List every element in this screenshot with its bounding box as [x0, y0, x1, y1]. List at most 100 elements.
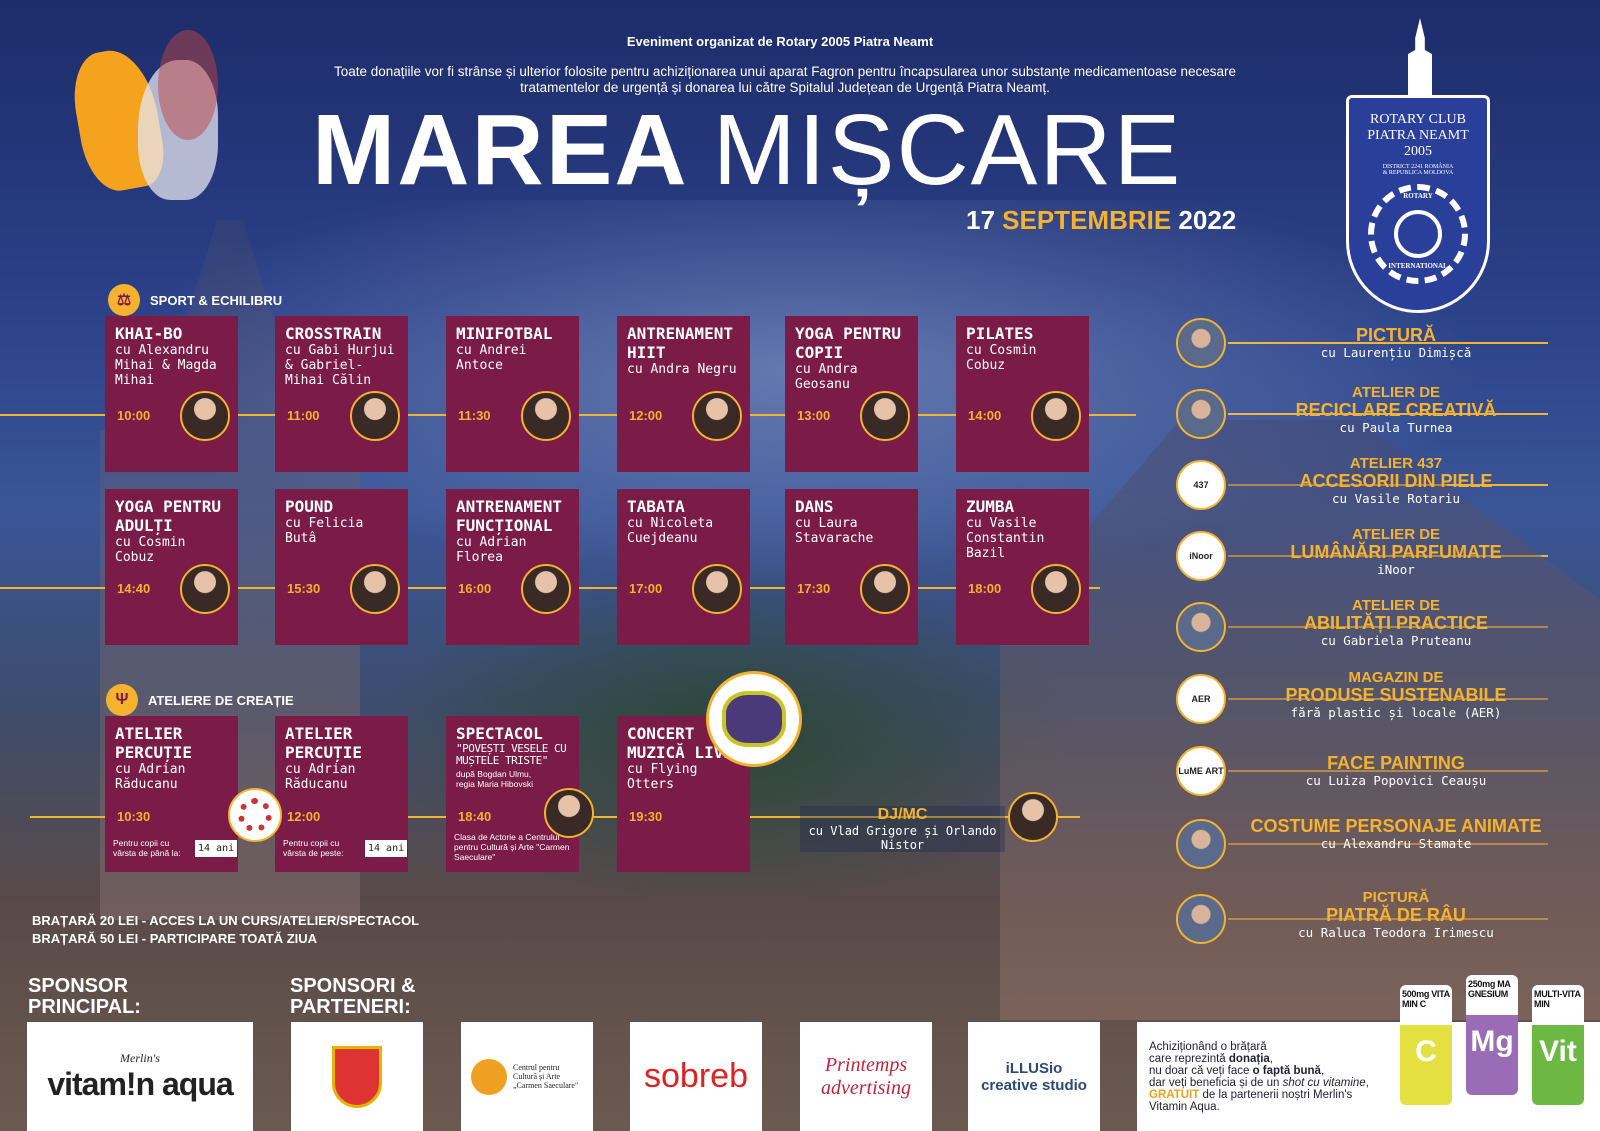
card-instructor: cu Cosmin Cobuz — [966, 343, 1037, 373]
sport-card[interactable]: DANS cu Laura Stavarache 17:30 — [785, 489, 918, 645]
card-time: 10:00 — [117, 408, 151, 423]
card-instructor: cu Cosmin Cobuz — [115, 535, 186, 565]
activity-logo — [1176, 389, 1226, 439]
sport-card[interactable]: POUND cu Felicia Butâ 15:30 — [275, 489, 408, 645]
card-title: PILATES — [966, 324, 1034, 343]
activity-logo: 437 — [1176, 460, 1226, 510]
sport-card[interactable]: KHAI-BO cu Alexandru Mihai & Magda Mihai 1… — [105, 316, 238, 472]
rotary-ring-top: ROTARY — [1403, 192, 1433, 200]
instructor-avatar — [350, 391, 400, 441]
activity-title: RECICLARE CREATIVĂ — [1295, 400, 1497, 420]
date-month: SEPTEMBRIE — [1002, 205, 1172, 235]
atelier-card[interactable]: ATELIER PERCUȚIE cu Adrian Răducanu 10:30 P… — [105, 716, 238, 872]
activity-host: cu Luiza Popovici Ceaușu — [1305, 773, 1487, 788]
activity-item[interactable]: COSTUME PERSONAJE ANIMATE cu Alexandru St… — [1176, 815, 1576, 875]
instructor-avatar — [692, 391, 742, 441]
activity-item[interactable]: PICTURĂ PIATRĂ DE RÂU cu Raluca Teodora Ir… — [1176, 890, 1576, 950]
date-day: 17 — [966, 205, 995, 235]
instructor-avatar — [180, 564, 230, 614]
card-subtitle: "POVEȘTI VESELE CU MUȘTELE TRISTE" — [456, 742, 567, 767]
workshop-icon: Ψ — [106, 684, 138, 716]
can-symbol: Vit — [1532, 1025, 1584, 1105]
sport-card[interactable]: CROSSTRAIN cu Gabi Hurjui & Gabriel-Mihai… — [275, 316, 408, 472]
activity-title-top: ATELIER DE — [1351, 384, 1441, 401]
can-symbol: Mg — [1466, 1015, 1518, 1095]
section-sport: ⚖ SPORT & ECHILIBRU — [108, 284, 282, 316]
rotary-line5: & REPUBLICA MOLDOVA — [1382, 170, 1454, 176]
card-title: ATELIER PERCUȚIE — [285, 724, 363, 762]
activity-text: ATELIER DE LUMÂNĂRI PARFUMATE iNoor — [1236, 527, 1556, 578]
piatra-neamt-crest-logo[interactable] — [291, 1022, 423, 1131]
performer-avatar — [544, 788, 594, 838]
activity-item[interactable]: 437 ATELIER 437 ACCESORII DIN PIELE cu Vasi… — [1176, 456, 1576, 516]
organizer-text: Eveniment organizat de Rotary 2005 Piatr… — [626, 34, 934, 49]
activity-title-top: MAGAZIN DE — [1348, 669, 1444, 686]
activity-host: cu Alexandru Stamate — [1320, 836, 1472, 851]
brand-main: vitam!n aqua — [47, 1065, 233, 1102]
card-subtitle: cu Adrian Răducanu — [115, 762, 186, 792]
vitamin-can: 500mg VITAMIN C C — [1400, 985, 1452, 1105]
atelier-card[interactable]: SPECTACOL "POVEȘTI VESELE CU MUȘTELE TRIS… — [446, 716, 594, 872]
soreb-logo[interactable]: sobreb — [630, 1022, 762, 1131]
activity-text: ATELIER DE ABILITĂȚI PRACTICE cu Gabriela … — [1236, 598, 1556, 649]
sport-card[interactable]: TABATA cu Nicoleta Cuejdeanu 17:00 — [617, 489, 750, 645]
age-badge: 14 ani — [365, 840, 408, 857]
activity-host: cu Laurențiu Dimișcă — [1320, 345, 1472, 360]
atelier-card[interactable]: ATELIER PERCUȚIE cu Adrian Răducanu 12:00 P… — [275, 716, 408, 872]
activity-title: PICTURĂ — [1356, 325, 1436, 345]
activity-item[interactable]: ATELIER DE RECICLARE CREATIVĂ cu Paula Tur… — [1176, 385, 1576, 445]
card-instructor: cu Gabi Hurjui & Gabriel-Mihai Călin — [285, 343, 395, 388]
activity-logo: iNoor — [1176, 531, 1226, 581]
card-time: 18:40 — [458, 809, 492, 824]
card-title: SPECTACOL — [456, 724, 543, 743]
card-note: Pentru copii cu vârsta de peste: — [283, 838, 344, 858]
section-ateliere-label: ATELIERE DE CREAȚIE — [148, 692, 294, 708]
card-time: 13:00 — [797, 408, 831, 423]
sport-card[interactable]: MINIFOTBAL cu Andrei Antoce 11:30 — [446, 316, 579, 472]
instructor-avatar — [521, 564, 571, 614]
card-time: 19:30 — [629, 809, 663, 824]
activity-host: cu Gabriela Pruteanu — [1320, 633, 1472, 648]
activity-item[interactable]: AER MAGAZIN DE PRODUSE SUSTENABILE fără pla… — [1176, 670, 1576, 730]
sport-card[interactable]: ANTRENAMENT FUNCȚIONAL cu Adrian Florea 16… — [446, 489, 579, 645]
card-title: DANS — [795, 497, 834, 516]
price-20: BRAȚARĂ 20 LEI - ACCES LA UN CURS/ATELIE… — [32, 913, 420, 928]
sport-card[interactable]: YOGA PENTRU COPII cu Andra Geosanu 13:00 — [785, 316, 918, 472]
rotary-line2: PIATRA NEAMT — [1367, 128, 1469, 143]
activity-item[interactable]: LuME ART FACE PAINTING cu Luiza Popovici C… — [1176, 742, 1576, 802]
activity-host: fără plastic și locale (AER) — [1290, 705, 1502, 720]
sport-card[interactable]: PILATES cu Cosmin Cobuz 14:00 — [956, 316, 1089, 472]
sport-card[interactable]: ANTRENAMENT HIIT cu Andra Negru 12:00 — [617, 316, 750, 472]
carmen-saeculare-logo[interactable]: Centrul pentru Cultură și Arte „Carmen S… — [461, 1022, 593, 1131]
instructor-avatar — [692, 564, 742, 614]
card-title: POUND — [285, 497, 334, 516]
rotary-line1: ROTARY CLUB — [1370, 112, 1466, 127]
flying-otters-logo — [706, 671, 802, 767]
cta-text: , — [1320, 1064, 1325, 1077]
activity-logo-text: 437 — [1193, 480, 1209, 490]
card-time: 16:00 — [458, 581, 492, 596]
cta-text: , — [1365, 1076, 1369, 1089]
activity-item[interactable]: PICTURĂ cu Laurențiu Dimișcă — [1176, 314, 1576, 374]
instructor-avatar — [180, 391, 230, 441]
card-time: 12:00 — [287, 809, 321, 824]
card-instructor: cu Adrian Florea — [456, 535, 527, 565]
sport-card[interactable]: ZUMBA cu Vasile Constantin Bazil 18:00 — [956, 489, 1089, 645]
sun-icon — [471, 1058, 507, 1095]
activity-item[interactable]: ATELIER DE ABILITĂȚI PRACTICE cu Gabriela … — [1176, 598, 1576, 658]
cta-text: dar veți beneficia și de un — [1149, 1076, 1283, 1089]
vitamin-aqua-logo[interactable]: Merlin's vitam!n aqua — [27, 1022, 253, 1131]
can-symbol: C — [1400, 1025, 1452, 1105]
card-time: 10:30 — [117, 809, 151, 824]
card-time: 15:30 — [287, 581, 321, 596]
sport-card[interactable]: YOGA PENTRU ADULȚI cu Cosmin Cobuz 14:40 — [105, 489, 238, 645]
activity-text: ATELIER 437 ACCESORII DIN PIELE cu Vasile … — [1236, 456, 1556, 507]
illusio-logo[interactable]: iLLUSio creative studio — [968, 1022, 1100, 1131]
card-title: ZUMBA — [966, 497, 1015, 516]
brand-top: Merlin's — [120, 1050, 160, 1065]
card-title: KHAI-BO — [115, 324, 183, 343]
rotary-line3: 2005 — [1404, 144, 1432, 159]
activity-item[interactable]: iNoor ATELIER DE LUMÂNĂRI PARFUMATE iNoor — [1176, 527, 1576, 587]
cta-text: de la partenerii noștri Merlin's Vitamin… — [1149, 1088, 1353, 1113]
printemps-logo[interactable]: Printemps advertising — [800, 1022, 932, 1131]
